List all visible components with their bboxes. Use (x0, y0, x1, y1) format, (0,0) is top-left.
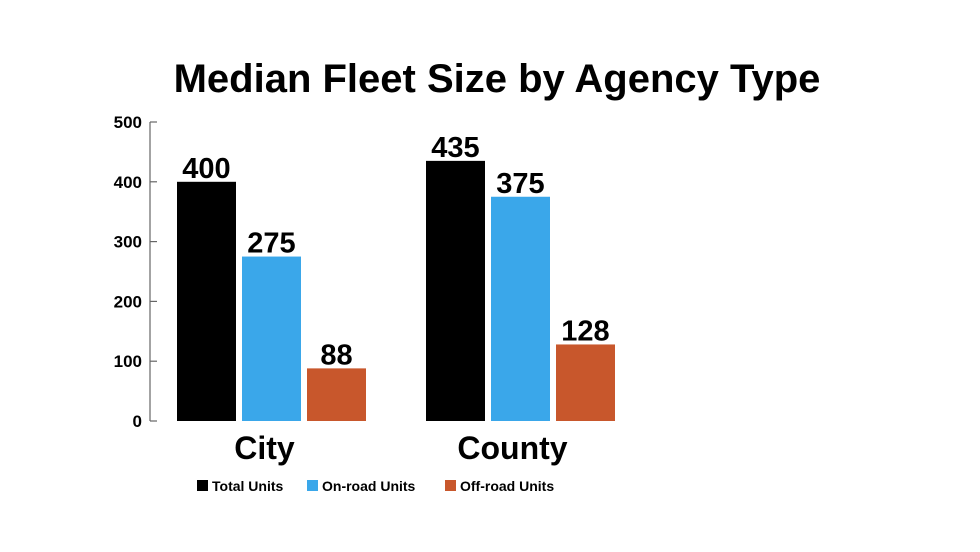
y-tick-label: 300 (114, 233, 142, 252)
y-axis: 0 100 200 300 400 500 (114, 113, 157, 431)
bar-city-on-road-units (242, 256, 301, 421)
legend-swatch (197, 480, 208, 491)
bars-group (177, 160, 615, 421)
legend-label: On-road Units (322, 478, 416, 494)
legend-swatch (445, 480, 456, 491)
category-label-county: County (457, 430, 567, 466)
legend-label: Total Units (212, 478, 284, 494)
y-tick-label: 200 (114, 292, 142, 311)
data-label: 128 (561, 315, 609, 347)
data-label: 435 (431, 132, 479, 164)
data-label: 275 (247, 228, 295, 260)
y-tick-label: 100 (114, 352, 142, 371)
bar-city-total-units (177, 181, 236, 421)
legend-label: Off-road Units (460, 478, 554, 494)
y-tick-label: 0 (133, 412, 142, 431)
y-tick-label: 500 (114, 113, 142, 132)
bar-county-off-road-units (556, 344, 615, 421)
bar-county-on-road-units (491, 196, 550, 421)
category-label-city: City (234, 430, 295, 466)
bar-city-off-road-units (307, 368, 366, 421)
data-label: 88 (320, 339, 352, 371)
category-labels-group: City County (234, 430, 568, 466)
legend-swatch (307, 480, 318, 491)
bar-county-total-units (426, 160, 485, 421)
data-label: 375 (496, 168, 544, 200)
data-label: 400 (182, 153, 230, 185)
chart-title: Median Fleet Size by Agency Type (174, 57, 821, 101)
legend: Total Units On-road Units Off-road Units (197, 478, 554, 494)
y-tick-label: 400 (114, 173, 142, 192)
data-labels-group: 400 275 88 435 375 128 (182, 132, 609, 372)
